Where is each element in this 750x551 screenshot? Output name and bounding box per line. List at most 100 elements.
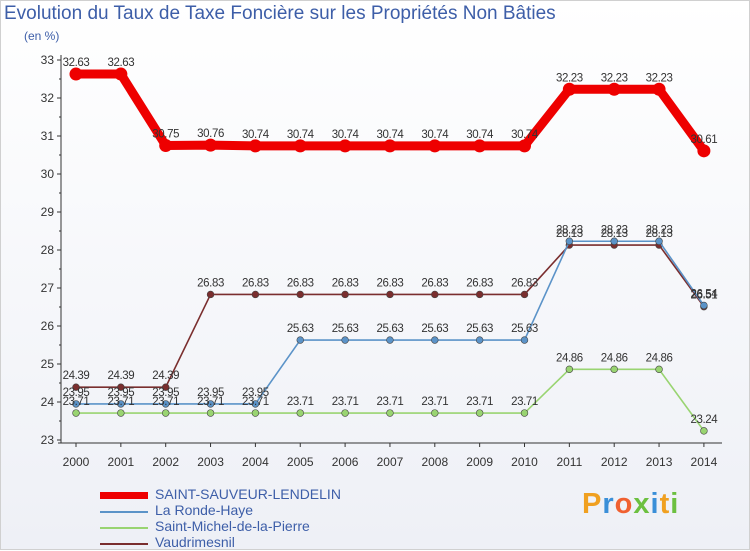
data-point (117, 400, 125, 408)
data-point (72, 400, 80, 408)
data-label: 23.24 (691, 414, 719, 426)
data-point (296, 336, 304, 344)
logo-letter: o (614, 488, 634, 520)
data-label: 32.63 (63, 57, 90, 69)
data-point (610, 365, 618, 374)
data-point (117, 409, 125, 417)
data-point (69, 67, 83, 81)
y-tick-label: 32 (41, 91, 55, 105)
data-label: 23.95 (197, 387, 224, 399)
data-label: 28.13 (601, 228, 628, 240)
data-point (431, 290, 439, 299)
data-point (162, 400, 170, 408)
data-point (248, 139, 262, 153)
data-point (607, 82, 621, 96)
data-label: 23.71 (107, 396, 134, 408)
legend-swatch (100, 511, 148, 513)
data-label: 30.76 (197, 128, 224, 140)
logo-letter: t (659, 488, 671, 520)
logo-letter: i (650, 488, 660, 520)
y-tick-label: 23 (41, 433, 55, 447)
y-tick-label: 25 (41, 357, 55, 371)
data-point (386, 336, 394, 344)
series-line-3 (75, 244, 705, 388)
x-tick-label: 2000 (63, 455, 90, 469)
data-label: 25.63 (511, 323, 538, 335)
x-tick-label: 2014 (691, 455, 718, 469)
logo-letter: i (670, 488, 680, 520)
data-label: 23.95 (107, 387, 134, 399)
data-label: 30.74 (377, 129, 405, 141)
data-point (520, 409, 529, 417)
logo-letter: r (602, 488, 615, 520)
data-label: 26.83 (421, 277, 448, 289)
data-point (162, 383, 170, 391)
data-point (475, 409, 484, 417)
data-point (700, 427, 708, 435)
data-label: 28.23 (646, 224, 673, 236)
data-point (697, 144, 711, 158)
unit-label: (en %) (24, 29, 60, 43)
data-label: 23.71 (287, 396, 314, 408)
data-label: 28.23 (556, 224, 583, 236)
data-label: 26.51 (691, 290, 718, 302)
data-label: 28.23 (601, 224, 628, 236)
x-tick-label: 2013 (646, 455, 673, 469)
data-label: 26.83 (242, 277, 269, 289)
data-point (473, 139, 487, 153)
x-tick-label: 2009 (466, 455, 493, 469)
data-point (475, 290, 484, 299)
data-label: 28.13 (646, 228, 673, 240)
data-label: 32.63 (107, 57, 134, 69)
data-label: 24.39 (152, 370, 179, 382)
data-label: 30.74 (242, 129, 270, 141)
data-point (72, 383, 80, 391)
data-label: 30.75 (152, 129, 179, 141)
data-label: 23.71 (152, 396, 179, 408)
data-point (565, 365, 574, 374)
data-point (159, 139, 173, 152)
data-point (341, 290, 349, 299)
data-label: 24.39 (107, 370, 134, 382)
logo-letter: x (633, 488, 651, 520)
data-label: 32.23 (646, 72, 673, 84)
data-point (251, 290, 260, 299)
data-label: 30.74 (511, 129, 539, 141)
data-label: 24.86 (556, 352, 583, 364)
y-tick-label: 33 (41, 53, 55, 67)
data-point (251, 409, 260, 417)
data-label: 23.71 (421, 396, 448, 408)
data-point (341, 409, 349, 417)
data-label: 23.71 (197, 396, 224, 408)
y-tick-label: 29 (41, 205, 55, 219)
data-point (206, 290, 215, 299)
data-point (652, 82, 666, 96)
x-tick-label: 2006 (332, 455, 359, 469)
legend-swatch (100, 492, 148, 499)
data-point (565, 237, 574, 245)
data-point (114, 67, 128, 81)
data-label: 23.95 (152, 387, 179, 399)
data-label: 23.71 (377, 396, 404, 408)
data-point (341, 336, 349, 344)
y-tick-label: 24 (41, 395, 55, 409)
data-point (296, 409, 304, 417)
data-label: 32.23 (556, 72, 583, 84)
x-tick-label: 2008 (421, 455, 448, 469)
legend-swatch (100, 543, 148, 545)
data-point (562, 82, 576, 96)
x-tick-label: 2001 (107, 455, 134, 469)
data-label: 26.54 (691, 288, 719, 300)
data-label: 32.23 (601, 72, 628, 84)
data-point (610, 237, 618, 245)
data-label: 25.63 (332, 323, 359, 335)
legend-label: Saint-Michel-de-la-Pierre (155, 518, 310, 534)
data-point (518, 139, 531, 153)
data-label: 26.83 (511, 277, 538, 289)
data-label: 23.71 (332, 396, 359, 408)
data-label: 23.71 (511, 396, 538, 408)
x-tick-label: 2011 (556, 455, 582, 469)
data-label: 30.74 (466, 129, 494, 141)
legend-label: SAINT-SAUVEUR-LENDELIN (155, 486, 341, 502)
data-point (655, 365, 663, 374)
